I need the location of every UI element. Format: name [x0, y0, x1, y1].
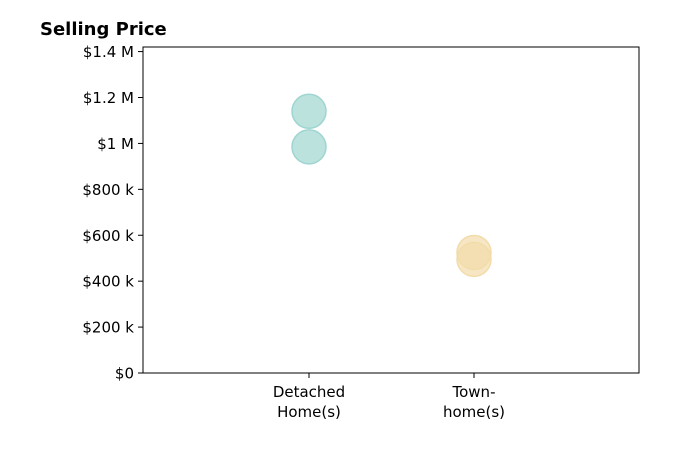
y-tick-label: $600 k — [82, 227, 134, 245]
y-tick-label: $200 k — [82, 319, 134, 337]
y-tick-label: $1 M — [97, 135, 134, 153]
x-tick-label: Home(s) — [277, 403, 341, 421]
y-tick-label: $0 — [115, 365, 134, 383]
data-point — [291, 93, 327, 130]
y-tick-label: $800 k — [82, 181, 134, 199]
chart-title: Selling Price — [40, 19, 167, 40]
data-point — [291, 129, 327, 165]
y-tick-label: $1.2 M — [83, 89, 134, 107]
x-tick-label: Detached — [273, 383, 345, 401]
x-tick-label: Town- — [452, 383, 496, 401]
data-points — [291, 93, 492, 278]
plot-area — [142, 46, 640, 374]
x-tick-label: home(s) — [443, 403, 505, 421]
y-tick-label: $1.4 M — [83, 43, 134, 61]
y-axis: $0 $200 k $400 k $600 k $800 k $1 M $1.2 M $1.4… — [82, 43, 143, 383]
y-tick-label: $400 k — [82, 273, 134, 291]
data-point — [456, 241, 492, 278]
x-axis: Detached Home(s) Town-home(s) — [273, 373, 505, 421]
